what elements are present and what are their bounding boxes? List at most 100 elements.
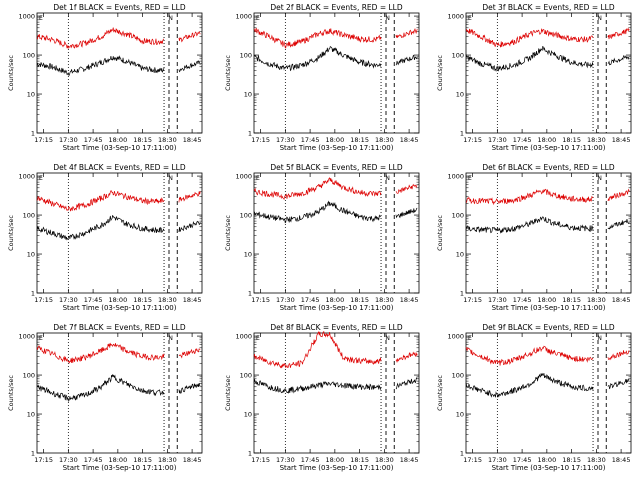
x-tick-label: 17:45	[513, 136, 532, 144]
x-tick-label: 18:30	[375, 456, 394, 464]
y-tick-label: 10	[244, 91, 252, 99]
corner-label-left: E	[468, 335, 472, 342]
x-axis-label: Start Time (03-Sep-10 17:11:00)	[492, 304, 606, 312]
panel-title: Det 1f BLACK = Events, RED = LLD	[53, 3, 186, 12]
x-tick-label: 17:15	[251, 136, 270, 144]
x-tick-label: 18:15	[133, 136, 152, 144]
series-line-tail-lld	[178, 191, 201, 203]
x-tick-label: 17:45	[513, 456, 532, 464]
plot-frame	[253, 332, 420, 454]
panel-5: Det 5f BLACK = Events, RED = LLD E N 1 10 100…	[224, 163, 420, 312]
series-line-tail-lld	[178, 347, 201, 359]
corner-label-left: E	[468, 175, 472, 182]
plot-frame	[253, 12, 420, 134]
y-tick-label: 10	[27, 251, 35, 259]
x-tick-label: 17:30	[276, 296, 295, 304]
x-tick-label: 17:45	[301, 456, 320, 464]
series-line-lld	[465, 188, 594, 206]
series-line-tail-events	[178, 382, 201, 394]
series-line-tail-events	[607, 218, 630, 230]
y-tick-label: 1	[248, 450, 252, 458]
series-line-tail-events	[178, 60, 201, 73]
series-line-tail-events	[395, 54, 418, 66]
corner-label-right: N	[168, 175, 173, 182]
series-line-tail-lld	[607, 27, 630, 40]
y-tick-label: 100	[23, 52, 35, 60]
plot-frame	[36, 12, 203, 134]
panel-6: Det 6f BLACK = Events, RED = LLD E N 1 10 100…	[436, 163, 632, 312]
x-tick-label: 18:00	[108, 136, 127, 144]
panel-1: Det 1f BLACK = Events, RED = LLD E N 1 10 100…	[7, 3, 203, 152]
y-axis-label: Counts/sec	[7, 375, 15, 411]
x-tick-label: 18:30	[158, 456, 177, 464]
series-line-lld	[465, 28, 594, 48]
y-tick-label: 100	[240, 372, 252, 380]
x-tick-label: 17:30	[276, 136, 295, 144]
x-tick-label: 18:15	[562, 136, 581, 144]
series-line-events	[36, 55, 165, 76]
x-axis-label: Start Time (03-Sep-10 17:11:00)	[280, 464, 394, 472]
y-tick-label: 1000	[235, 173, 252, 181]
x-axis-label: Start Time (03-Sep-10 17:11:00)	[492, 144, 606, 152]
corner-label-right: N	[385, 335, 390, 342]
corner-label-right: N	[597, 15, 602, 22]
x-tick-label: 18:15	[133, 296, 152, 304]
panel-title: Det 8f BLACK = Events, RED = LLD	[270, 323, 403, 332]
y-tick-label: 100	[452, 212, 464, 220]
x-tick-label: 17:45	[301, 136, 320, 144]
y-tick-label: 10	[27, 411, 35, 419]
x-tick-label: 18:30	[158, 136, 177, 144]
x-tick-label: 18:45	[183, 296, 202, 304]
corner-label-left: E	[256, 335, 260, 342]
y-axis-label: Counts/sec	[224, 55, 232, 91]
series-line-tail-lld	[395, 351, 418, 363]
x-tick-label: 17:15	[34, 136, 53, 144]
series-line-events	[465, 216, 594, 234]
series-line-tail-events	[607, 55, 630, 66]
x-tick-label: 17:15	[463, 456, 482, 464]
series-line-tail-lld	[607, 350, 630, 361]
y-tick-label: 1	[31, 450, 35, 458]
plot-frame	[36, 172, 203, 294]
plot-frame	[465, 332, 632, 454]
x-tick-label: 17:30	[59, 136, 78, 144]
corner-label-right: N	[597, 175, 602, 182]
x-tick-label: 17:45	[84, 296, 103, 304]
x-tick-label: 17:30	[59, 296, 78, 304]
x-tick-label: 18:45	[400, 456, 419, 464]
x-tick-label: 17:30	[276, 456, 295, 464]
series-line-events	[253, 200, 382, 224]
x-tick-label: 18:45	[183, 136, 202, 144]
corner-label-right: N	[168, 335, 173, 342]
x-tick-label: 17:30	[488, 136, 507, 144]
x-tick-label: 18:45	[400, 136, 419, 144]
x-axis-label: Start Time (03-Sep-10 17:11:00)	[63, 144, 177, 152]
series-line-events	[465, 372, 594, 398]
series-line-tail-events	[607, 378, 630, 390]
y-tick-label: 1000	[235, 13, 252, 21]
y-tick-label: 100	[240, 52, 252, 60]
y-tick-label: 10	[456, 411, 464, 419]
x-tick-label: 18:15	[562, 456, 581, 464]
x-tick-label: 18:15	[350, 456, 369, 464]
series-line-events	[36, 374, 165, 403]
panel-title: Det 6f BLACK = Events, RED = LLD	[482, 163, 615, 172]
corner-label-left: E	[39, 175, 43, 182]
corner-label-left: E	[39, 335, 43, 342]
series-line-lld	[465, 345, 594, 366]
x-tick-label: 18:00	[537, 136, 556, 144]
x-tick-label: 17:15	[251, 456, 270, 464]
x-tick-label: 18:45	[183, 456, 202, 464]
y-tick-label: 10	[456, 251, 464, 259]
y-axis-label: Counts/sec	[224, 215, 232, 251]
series-line-lld	[36, 27, 165, 50]
x-tick-label: 18:30	[587, 456, 606, 464]
y-tick-label: 100	[23, 212, 35, 220]
x-tick-label: 18:30	[587, 296, 606, 304]
y-tick-label: 1000	[447, 13, 464, 21]
x-tick-label: 18:30	[375, 136, 394, 144]
x-tick-label: 18:00	[325, 456, 344, 464]
y-tick-label: 1	[31, 130, 35, 138]
x-tick-label: 18:00	[537, 296, 556, 304]
x-tick-label: 17:45	[301, 296, 320, 304]
